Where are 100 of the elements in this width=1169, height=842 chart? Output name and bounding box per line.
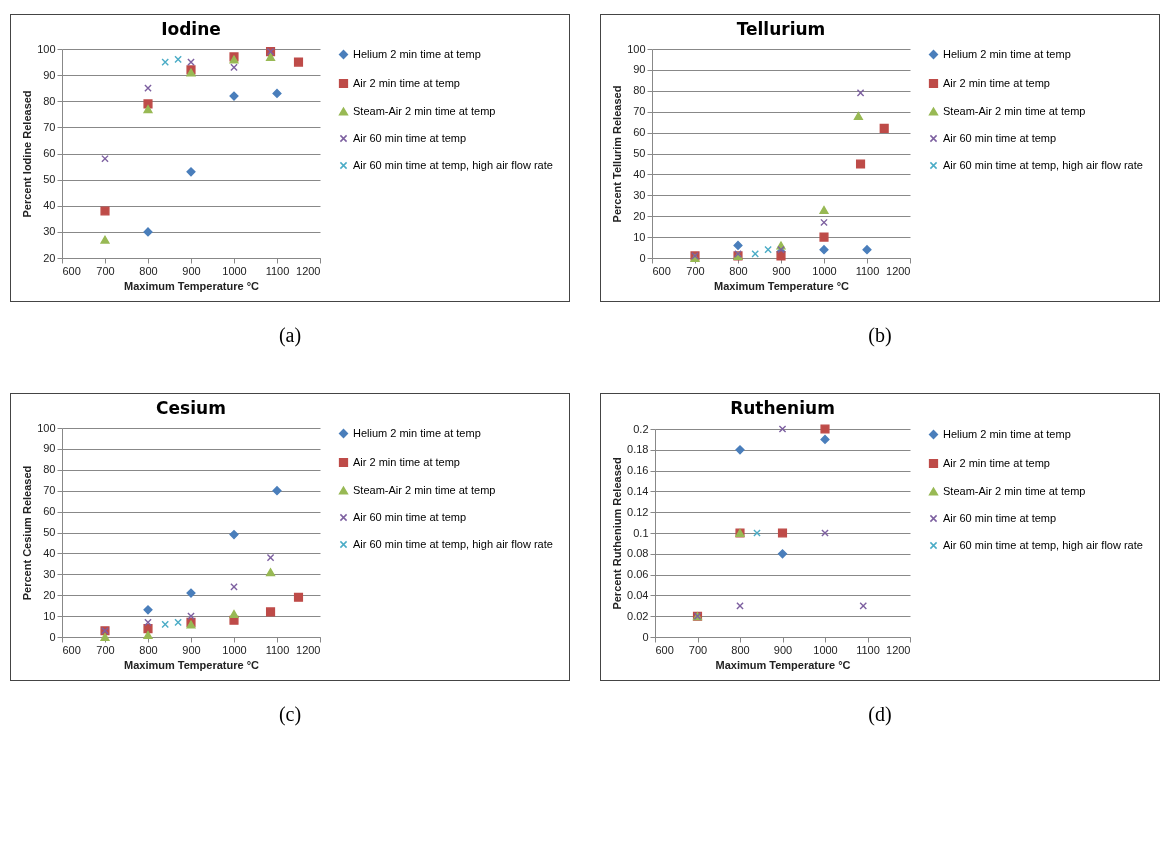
x-tick-label: 1200 xyxy=(886,264,911,277)
x-tick-label: 1100 xyxy=(855,264,880,277)
y-tick-label: 0.12 xyxy=(627,505,649,518)
legend-label: Air 2 min time at temp xyxy=(353,76,460,89)
x-tick-label: 900 xyxy=(182,264,201,277)
y-tick-label: 80 xyxy=(43,463,56,476)
y-tick-label: 0 xyxy=(49,630,56,643)
x-tick-label: 600 xyxy=(655,643,674,656)
y-tick-label: 70 xyxy=(43,484,56,497)
x-tick-label: 1100 xyxy=(265,643,290,656)
legend-label: Steam-Air 2 min time at temp xyxy=(353,104,496,117)
y-tick-label: 100 xyxy=(37,42,56,55)
y-tick-label: 0.14 xyxy=(627,484,649,497)
y-tick-label: 10 xyxy=(633,230,646,243)
x-tick-label: 1000 xyxy=(812,264,837,277)
y-tick-label: 60 xyxy=(43,505,56,518)
y-tick-label: 50 xyxy=(43,526,56,538)
text: (a) xyxy=(278,324,302,347)
y-tick-label: 50 xyxy=(633,147,646,159)
x-tick-label: 1200 xyxy=(296,264,321,277)
x-axis-title: Maximum Temperature °C xyxy=(715,658,851,671)
y-tick-label: 100 xyxy=(37,421,56,434)
x-axis-title: Maximum Temperature °C xyxy=(123,658,260,671)
x-tick-label: 700 xyxy=(96,264,115,277)
x-tick-label: 1000 xyxy=(222,264,247,277)
x-tick-label: 700 xyxy=(96,643,115,656)
y-axis-title: Percent Cesium Released xyxy=(21,465,34,601)
y-tick-label: 20 xyxy=(43,588,56,601)
y-tick-label: 80 xyxy=(633,84,646,97)
x-tick-label: 600 xyxy=(652,264,671,277)
legend-label: Steam-Air 2 min time at temp xyxy=(353,483,496,496)
y-tick-label: 100 xyxy=(627,42,646,55)
y-tick-label: 90 xyxy=(43,442,56,455)
legend-label: Air 60 min time at temp, high air flow rate xyxy=(353,537,553,550)
y-tick-label: 50 xyxy=(43,173,56,186)
x-tick-label: 900 xyxy=(773,643,793,656)
y-tick-label: 0.02 xyxy=(627,609,649,622)
x-tick-label: 1200 xyxy=(886,643,911,656)
chart-title: Tellurium xyxy=(736,19,826,39)
legend-label: Helium 2 min time at temp xyxy=(943,47,1071,60)
chart-title: Iodine xyxy=(161,19,221,39)
legend-label: Helium 2 min time at temp xyxy=(353,47,481,60)
text: (c) xyxy=(278,703,302,726)
x-tick-label: 1000 xyxy=(222,643,247,656)
x-tick-label: 1000 xyxy=(813,643,838,656)
legend-label: Air 2 min time at temp xyxy=(943,456,1050,469)
x-tick-label: 600 xyxy=(62,643,81,656)
x-tick-label: 1200 xyxy=(296,643,321,656)
y-axis-title: Percent Iodine Released xyxy=(21,90,34,218)
legend-label: Air 60 min time at temp xyxy=(943,511,1057,524)
x-tick-label: 800 xyxy=(729,264,748,277)
x-tick-label: 900 xyxy=(182,643,201,656)
chart-title: Cesium xyxy=(156,398,226,418)
legend-label: Air 60 min time at temp, high air flow rate xyxy=(943,158,1143,171)
legend-label: Steam-Air 2 min time at temp xyxy=(943,484,1086,497)
y-tick-label: 20 xyxy=(633,209,646,222)
x-axis-title: Maximum Temperature °C xyxy=(123,279,260,292)
y-tick-label: 10 xyxy=(43,609,56,622)
y-tick-label: 70 xyxy=(43,120,56,133)
x-tick-label: 1100 xyxy=(265,264,290,277)
text: (b) xyxy=(868,324,892,347)
y-tick-label: 90 xyxy=(43,68,56,81)
y-tick-label: 0.16 xyxy=(627,464,649,477)
x-tick-label: 600 xyxy=(62,264,81,277)
y-tick-label: 0 xyxy=(639,251,646,264)
y-tick-label: 20 xyxy=(43,251,56,264)
y-tick-label: 30 xyxy=(43,567,56,580)
y-tick-label: 30 xyxy=(633,188,646,201)
legend-label: Air 60 min time at temp xyxy=(353,510,467,523)
chart-title: Ruthenium xyxy=(730,398,835,419)
text: (d) xyxy=(868,703,892,726)
y-tick-label: 0.2 xyxy=(633,422,649,435)
y-tick-label: 60 xyxy=(633,126,646,139)
y-tick-label: 0.1 xyxy=(633,526,649,539)
x-tick-label: 700 xyxy=(688,643,708,656)
y-tick-label: 90 xyxy=(633,63,646,76)
y-tick-label: 40 xyxy=(633,167,646,180)
y-tick-label: 60 xyxy=(43,147,56,159)
y-tick-label: 0 xyxy=(642,630,649,643)
x-tick-label: 900 xyxy=(772,264,791,277)
legend-label: Air 60 min time at temp, high air flow rate xyxy=(353,158,553,171)
y-tick-label: 80 xyxy=(43,94,56,107)
y-tick-label: 0.08 xyxy=(627,547,649,560)
y-tick-label: 70 xyxy=(633,105,646,118)
legend-label: Air 2 min time at temp xyxy=(353,455,460,468)
x-tick-label: 800 xyxy=(139,643,158,656)
y-tick-label: 0.06 xyxy=(627,568,649,581)
x-tick-label: 1100 xyxy=(856,643,880,656)
legend-label: Air 60 min time at temp xyxy=(943,131,1057,144)
legend-label: Air 60 min time at temp xyxy=(353,131,467,144)
y-tick-label: 0.04 xyxy=(627,588,649,601)
legend-label: Helium 2 min time at temp xyxy=(353,426,481,439)
legend-label: Air 2 min time at temp xyxy=(943,76,1050,89)
y-axis-title: Percent Tellurim Released xyxy=(611,85,624,223)
y-axis-title: Percent Ruthenium Released xyxy=(611,457,624,610)
y-tick-label: 40 xyxy=(43,199,56,212)
legend-label: Steam-Air 2 min time at temp xyxy=(943,104,1086,117)
y-tick-label: 30 xyxy=(43,225,56,238)
y-tick-label: 0.18 xyxy=(627,443,649,456)
legend-label: Helium 2 min time at temp xyxy=(943,427,1071,440)
